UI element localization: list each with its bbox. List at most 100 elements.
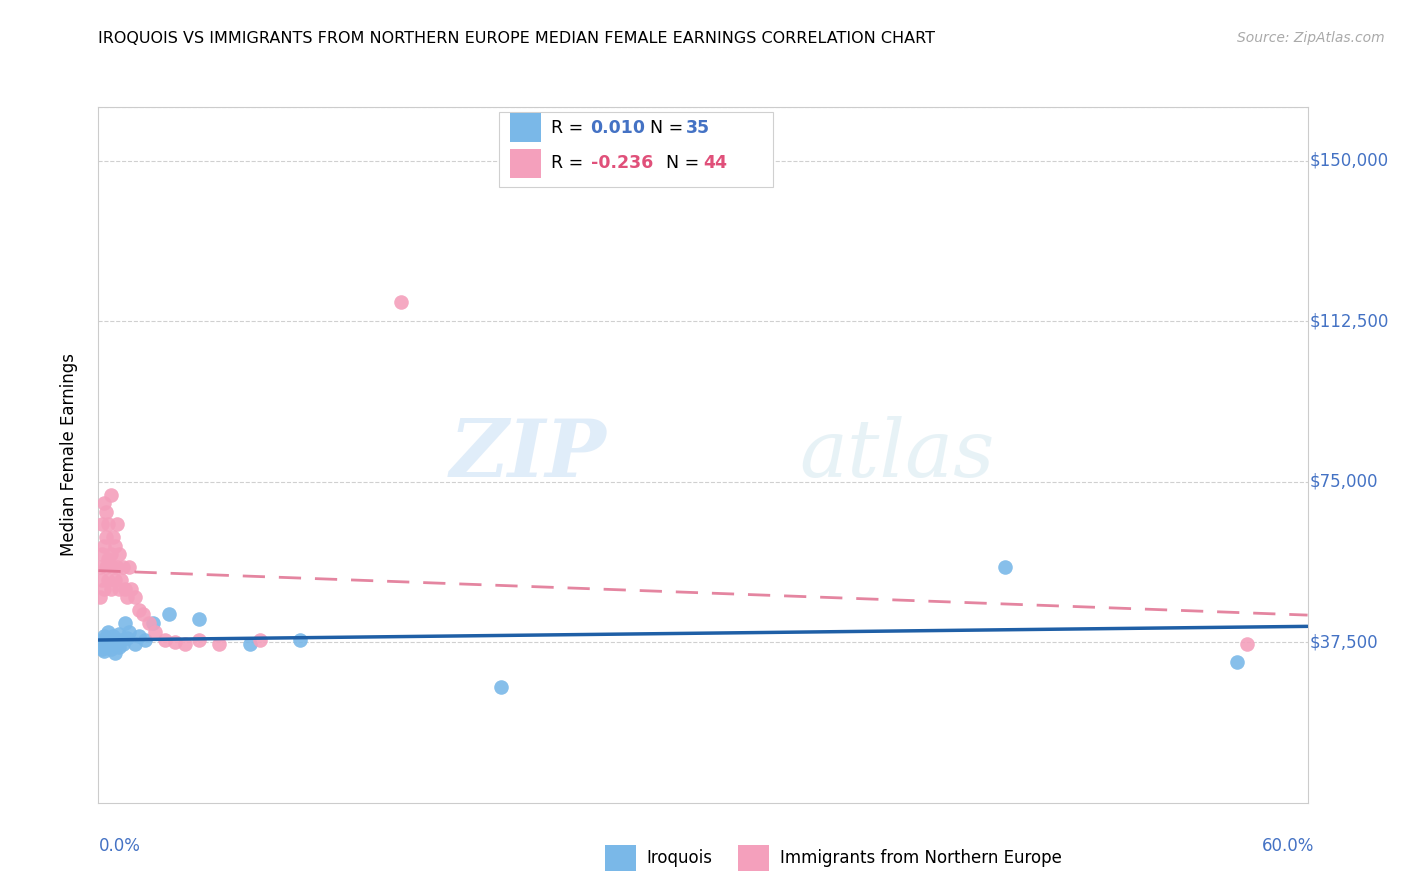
Point — [124, 637, 146, 651]
Text: IROQUOIS VS IMMIGRANTS FROM NORTHERN EUROPE MEDIAN FEMALE EARNINGS CORRELATION C: IROQUOIS VS IMMIGRANTS FROM NORTHERN EUR… — [98, 31, 935, 46]
Point — [134, 633, 156, 648]
Point — [138, 615, 160, 630]
Point — [105, 517, 128, 532]
Point — [93, 582, 115, 596]
Point — [188, 612, 211, 626]
Point — [114, 615, 136, 630]
Point — [124, 591, 146, 605]
Point — [111, 637, 134, 651]
Point — [107, 582, 129, 596]
Point — [120, 582, 142, 596]
Text: 0.010: 0.010 — [591, 119, 645, 136]
Text: atlas: atlas — [800, 417, 995, 493]
Point — [100, 548, 122, 562]
Text: N =: N = — [650, 119, 689, 136]
Text: $75,000: $75,000 — [1310, 473, 1378, 491]
Point — [142, 615, 165, 630]
Point — [249, 633, 271, 648]
Point — [103, 539, 125, 553]
Point — [132, 607, 155, 622]
Point — [93, 496, 115, 510]
Point — [491, 680, 513, 694]
Text: 35: 35 — [686, 119, 710, 136]
Text: 0.0%: 0.0% — [98, 837, 141, 855]
Point — [153, 633, 176, 648]
Point — [97, 573, 120, 587]
Y-axis label: Median Female Earnings: Median Female Earnings — [59, 353, 77, 557]
Point — [157, 607, 180, 622]
Point — [97, 624, 120, 639]
Point — [1226, 655, 1249, 669]
Text: ZIP: ZIP — [450, 417, 606, 493]
Point — [143, 624, 166, 639]
Point — [97, 517, 120, 532]
Point — [128, 629, 150, 643]
Point — [118, 624, 141, 639]
Point — [107, 640, 129, 654]
Point — [97, 551, 120, 566]
Point — [89, 560, 111, 574]
Point — [100, 633, 122, 648]
Point — [208, 637, 231, 651]
Point — [389, 294, 412, 309]
Point — [105, 560, 128, 574]
Point — [93, 644, 115, 658]
Point — [994, 560, 1017, 574]
Point — [96, 530, 118, 544]
Point — [101, 560, 124, 574]
Point — [115, 591, 138, 605]
Point — [107, 626, 129, 640]
Text: R =: R = — [551, 154, 589, 172]
Point — [188, 633, 211, 648]
Point — [163, 635, 186, 649]
Point — [128, 603, 150, 617]
Point — [96, 640, 118, 654]
Point — [110, 633, 132, 648]
Point — [93, 629, 115, 643]
Point — [107, 548, 129, 562]
Point — [97, 637, 120, 651]
Point — [288, 633, 311, 648]
Point — [91, 517, 114, 532]
Text: 60.0%: 60.0% — [1263, 837, 1315, 855]
Point — [100, 582, 122, 596]
Point — [105, 637, 128, 651]
Point — [103, 633, 125, 648]
Point — [91, 633, 114, 648]
Text: $112,500: $112,500 — [1310, 312, 1389, 330]
Point — [239, 637, 262, 651]
Point — [174, 637, 197, 651]
Text: $150,000: $150,000 — [1310, 152, 1389, 169]
Point — [96, 505, 118, 519]
Text: N =: N = — [666, 154, 706, 172]
Point — [115, 631, 138, 645]
Text: Immigrants from Northern Europe: Immigrants from Northern Europe — [780, 849, 1062, 867]
Point — [111, 560, 134, 574]
Point — [103, 646, 125, 660]
Text: Iroquois: Iroquois — [647, 849, 713, 867]
Point — [93, 539, 115, 553]
Point — [101, 629, 124, 643]
Point — [110, 573, 132, 587]
Text: R =: R = — [551, 119, 589, 136]
Text: Source: ZipAtlas.com: Source: ZipAtlas.com — [1237, 31, 1385, 45]
Point — [1236, 637, 1258, 651]
Point — [96, 631, 118, 645]
Point — [89, 591, 111, 605]
Point — [93, 637, 115, 651]
Point — [101, 530, 124, 544]
Point — [114, 582, 136, 596]
Point — [103, 573, 125, 587]
Text: -0.236: -0.236 — [591, 154, 652, 172]
Text: 44: 44 — [703, 154, 727, 172]
Point — [100, 641, 122, 656]
Point — [100, 487, 122, 501]
Point — [89, 635, 111, 649]
Point — [101, 635, 124, 649]
Point — [96, 560, 118, 574]
Text: $37,500: $37,500 — [1310, 633, 1379, 651]
Point — [91, 548, 114, 562]
Point — [91, 641, 114, 656]
Point — [118, 560, 141, 574]
Point — [91, 573, 114, 587]
